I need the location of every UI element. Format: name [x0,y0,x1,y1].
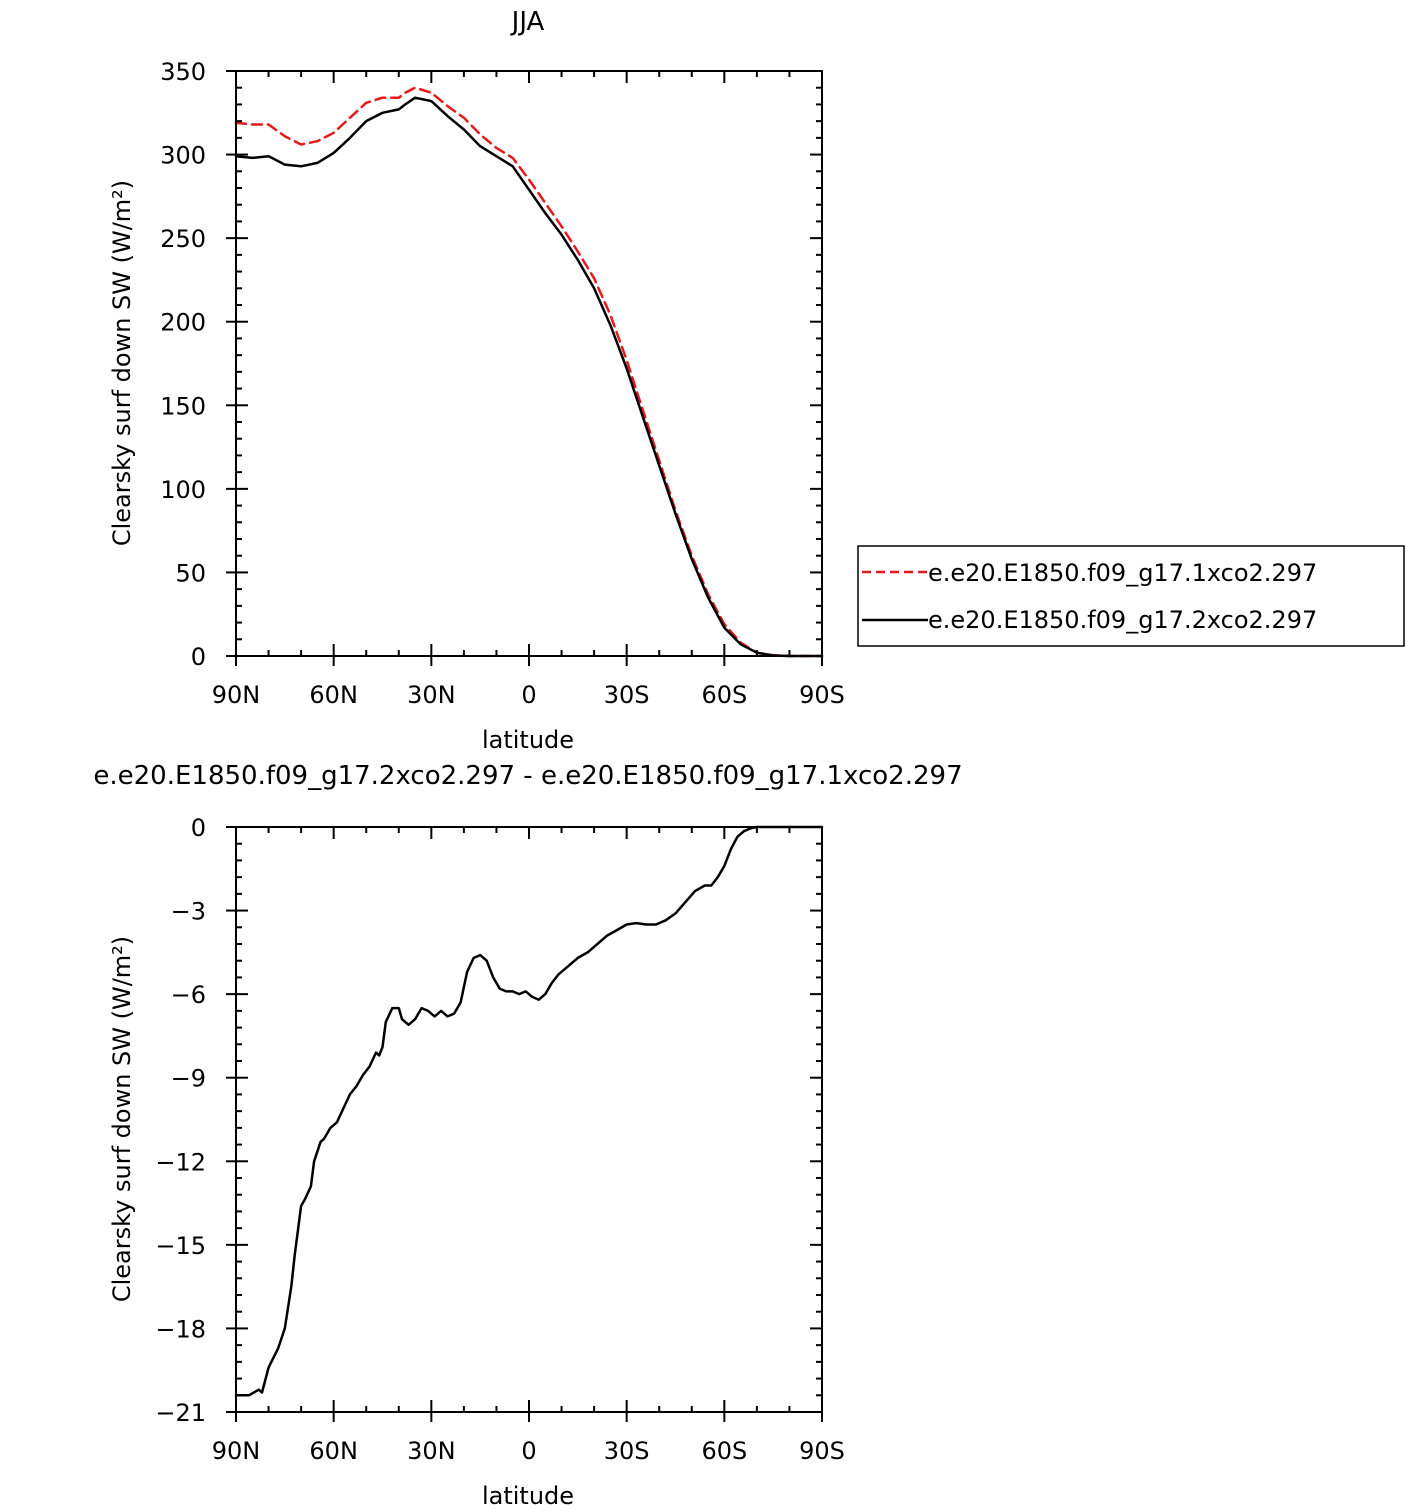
bottom-y-tick-label: 0 [191,814,206,842]
bottom-y-tick-label: −18 [155,1315,206,1343]
top-x-tick-label: 60N [309,681,358,709]
legend: e.e20.E1850.f09_g17.1xco2.297 e.e20.E185… [857,545,1405,647]
top-title: JJA [510,7,545,37]
bottom-x-tick-label: 60N [309,1437,358,1465]
top-series-line-2 [234,96,824,658]
top-x-axis-label: latitude [482,726,574,754]
top-y-axis-label: Clearsky surf down SW (W/m²) [108,180,136,546]
top-y-tick-label: 250 [160,225,206,253]
bottom-series-line-1 [234,825,824,1397]
bottom-panel: e.e20.E1850.f09_g17.2xco2.297 - e.e20.E1… [93,761,962,1510]
bottom-y-tick-label: −3 [171,898,206,926]
bottom-y-tick-label: −9 [171,1065,206,1093]
top-x-tick-label: 90S [799,681,845,709]
top-y-tick-label: 0 [191,643,206,671]
bottom-x-tick-label: 60S [701,1437,747,1465]
bottom-x-axis-label: latitude [482,1482,574,1510]
bottom-y-tick-label: −21 [155,1399,206,1427]
top-x-tick-label: 0 [521,681,536,709]
top-x-tick-label: 30S [604,681,650,709]
top-series-line-1 [234,86,824,658]
top-x-tick-label: 60S [701,681,747,709]
legend-box [857,545,1405,647]
bottom-plot-frame [235,826,823,1413]
top-y-tick-label: 150 [160,392,206,420]
top-y-tick-label: 200 [160,309,206,337]
top-x-tick-label: 90N [212,681,261,709]
top-y-tick-label: 300 [160,142,206,170]
top-x-tick-label: 30N [407,681,456,709]
bottom-y-tick-label: −15 [155,1232,206,1260]
bottom-title: e.e20.E1850.f09_g17.2xco2.297 - e.e20.E1… [93,761,962,791]
bottom-x-tick-label: 90S [799,1437,845,1465]
top-panel: JJA 90N 60N 30N 0 30S 60S 90S 0 50 100 150 200 250 30… [108,7,845,754]
bottom-x-tick-label: 90N [212,1437,261,1465]
bottom-y-axis-label: Clearsky surf down SW (W/m²) [108,936,136,1302]
bottom-x-tick-label: 30N [407,1437,456,1465]
legend-label-series-2: e.e20.E1850.f09_g17.2xco2.297 [928,606,1317,634]
bottom-y-tick-label: −6 [171,981,206,1009]
top-y-tick-label: 100 [160,476,206,504]
bottom-x-tick-label: 0 [521,1437,536,1465]
top-y-tick-label: 50 [175,559,206,587]
bottom-y-tick-label: −12 [155,1148,206,1176]
top-y-tick-label: 350 [160,58,206,86]
bottom-x-tick-label: 30S [604,1437,650,1465]
legend-label-series-1: e.e20.E1850.f09_g17.1xco2.297 [928,559,1317,587]
